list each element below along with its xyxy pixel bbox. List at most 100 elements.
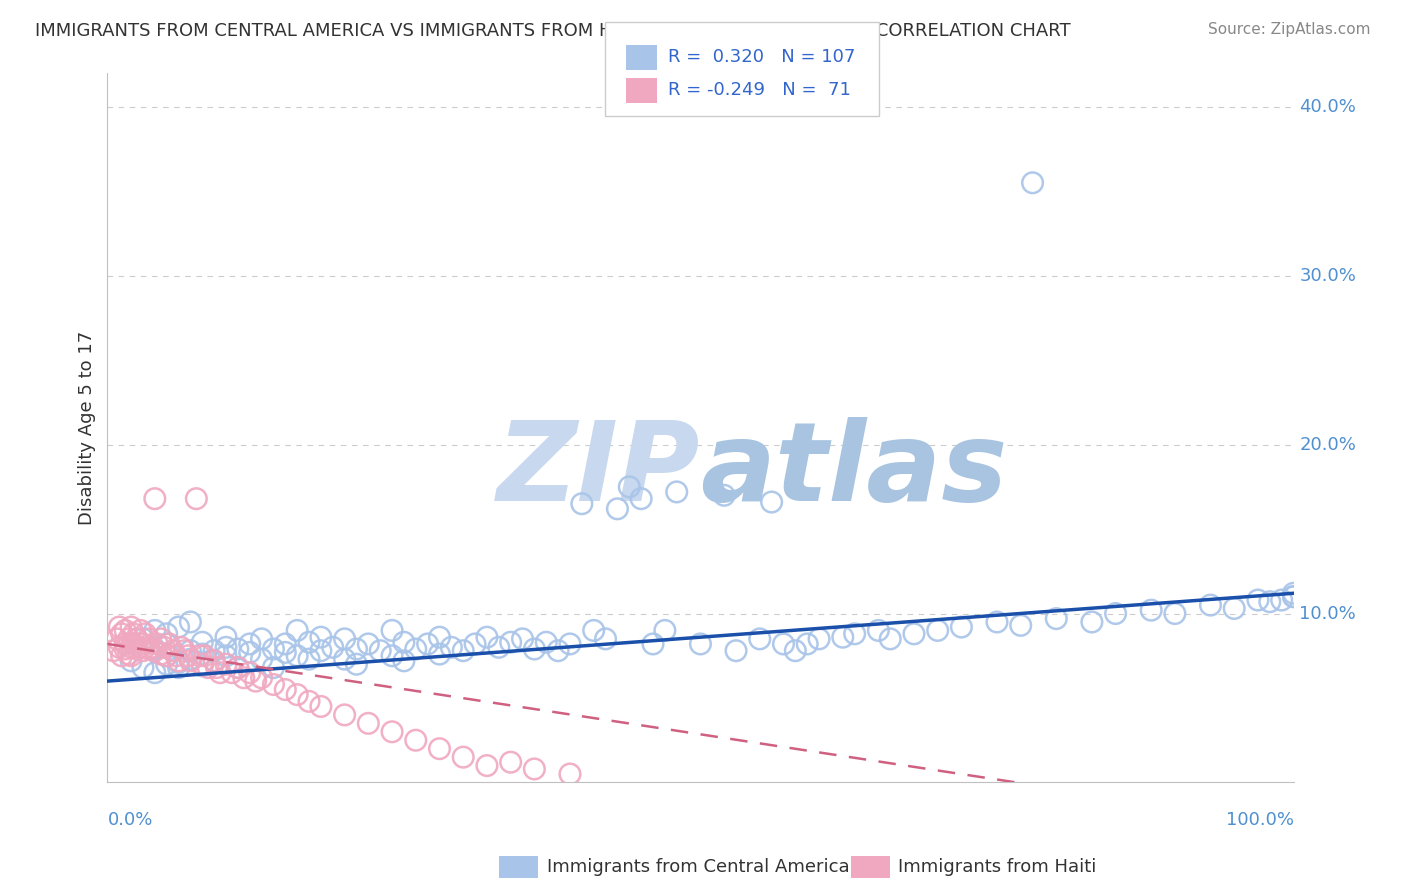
Point xyxy=(120,654,142,668)
Point xyxy=(285,688,308,702)
Point xyxy=(1271,593,1294,607)
Point xyxy=(772,637,794,651)
Point xyxy=(250,671,273,685)
Point xyxy=(167,656,190,670)
Point xyxy=(274,682,297,697)
Point xyxy=(368,643,391,657)
Point xyxy=(138,642,160,657)
Point xyxy=(1045,612,1067,626)
Text: 100.0%: 100.0% xyxy=(1226,811,1294,829)
Point xyxy=(197,660,219,674)
Point xyxy=(392,635,415,649)
Point xyxy=(110,627,132,641)
Point xyxy=(298,635,321,649)
Point xyxy=(129,624,152,638)
Point xyxy=(194,648,217,663)
Point xyxy=(558,767,581,781)
Point xyxy=(950,620,973,634)
Point xyxy=(488,640,510,655)
Point xyxy=(499,755,522,769)
Text: Source: ZipAtlas.com: Source: ZipAtlas.com xyxy=(1208,22,1371,37)
Point xyxy=(879,632,901,646)
Point xyxy=(146,637,169,651)
Point xyxy=(141,640,163,655)
Point xyxy=(309,643,332,657)
Point xyxy=(298,652,321,666)
Point xyxy=(440,640,463,655)
Point xyxy=(179,615,201,629)
Point xyxy=(120,648,142,663)
Point xyxy=(120,620,142,634)
Point xyxy=(298,694,321,708)
Point xyxy=(1282,590,1305,604)
Point xyxy=(239,665,262,680)
Point xyxy=(1258,595,1281,609)
Point xyxy=(641,637,664,651)
Point xyxy=(748,632,770,646)
Point xyxy=(118,632,141,646)
Text: R =  0.320   N = 107: R = 0.320 N = 107 xyxy=(668,48,855,66)
Point xyxy=(630,491,652,506)
Point xyxy=(523,762,546,776)
Point xyxy=(156,637,179,651)
Point xyxy=(499,635,522,649)
Point xyxy=(103,643,125,657)
Point xyxy=(309,630,332,644)
Point xyxy=(156,648,179,663)
Point xyxy=(215,640,238,655)
Point xyxy=(475,630,498,644)
Point xyxy=(1164,607,1187,621)
Point xyxy=(132,637,155,651)
Point xyxy=(226,660,249,674)
Point xyxy=(105,632,128,646)
Text: ZIP: ZIP xyxy=(496,417,700,524)
Point xyxy=(713,488,735,502)
Point xyxy=(986,615,1008,629)
Text: R = -0.249   N =  71: R = -0.249 N = 71 xyxy=(668,81,851,99)
Text: IMMIGRANTS FROM CENTRAL AMERICA VS IMMIGRANTS FROM HAITI DISABILITY AGE 5 TO 17 : IMMIGRANTS FROM CENTRAL AMERICA VS IMMIG… xyxy=(35,22,1071,40)
Point xyxy=(606,501,628,516)
Point xyxy=(132,632,155,646)
Point xyxy=(262,660,284,674)
Text: 20.0%: 20.0% xyxy=(1299,435,1357,454)
Text: Immigrants from Haiti: Immigrants from Haiti xyxy=(898,858,1097,876)
Point xyxy=(1081,615,1104,629)
Point xyxy=(451,643,474,657)
Point xyxy=(1140,603,1163,617)
Point xyxy=(785,643,807,657)
Text: 10.0%: 10.0% xyxy=(1299,605,1357,623)
Point xyxy=(165,648,187,663)
Point xyxy=(582,624,605,638)
Point xyxy=(167,620,190,634)
Point xyxy=(153,640,176,655)
Text: Immigrants from Central America: Immigrants from Central America xyxy=(547,858,849,876)
Point xyxy=(205,660,228,674)
Point xyxy=(346,657,368,672)
Point xyxy=(1199,598,1222,612)
Point xyxy=(1104,607,1126,621)
Point xyxy=(761,495,783,509)
Point xyxy=(125,632,148,646)
Text: 40.0%: 40.0% xyxy=(1299,98,1357,116)
Point xyxy=(188,648,211,663)
Point xyxy=(179,652,201,666)
Point xyxy=(226,660,249,674)
Point xyxy=(215,630,238,644)
Point xyxy=(831,630,853,644)
Point xyxy=(250,632,273,646)
Point xyxy=(1282,586,1305,600)
Point xyxy=(322,640,344,655)
Point xyxy=(309,699,332,714)
Point xyxy=(167,654,190,668)
Point xyxy=(143,491,166,506)
Point xyxy=(191,657,214,672)
Point xyxy=(392,654,415,668)
Point xyxy=(1010,618,1032,632)
Point xyxy=(381,624,404,638)
Point xyxy=(689,637,711,651)
Point xyxy=(156,657,179,672)
Point xyxy=(110,648,132,663)
Point xyxy=(808,632,831,646)
Point xyxy=(333,652,356,666)
Point xyxy=(232,671,254,685)
